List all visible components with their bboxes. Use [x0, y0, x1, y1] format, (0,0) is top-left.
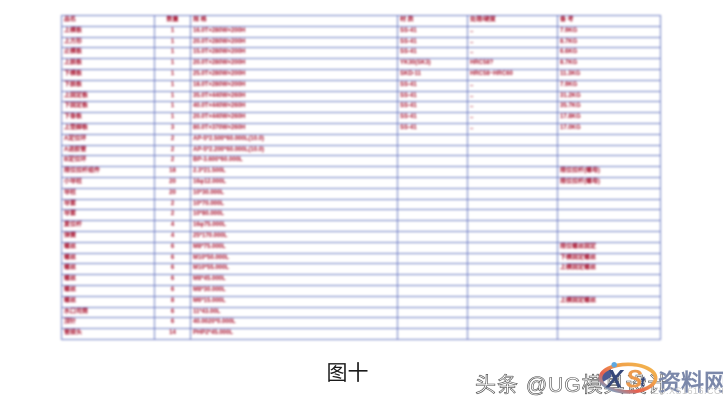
svg-text:X: X — [604, 366, 624, 393]
